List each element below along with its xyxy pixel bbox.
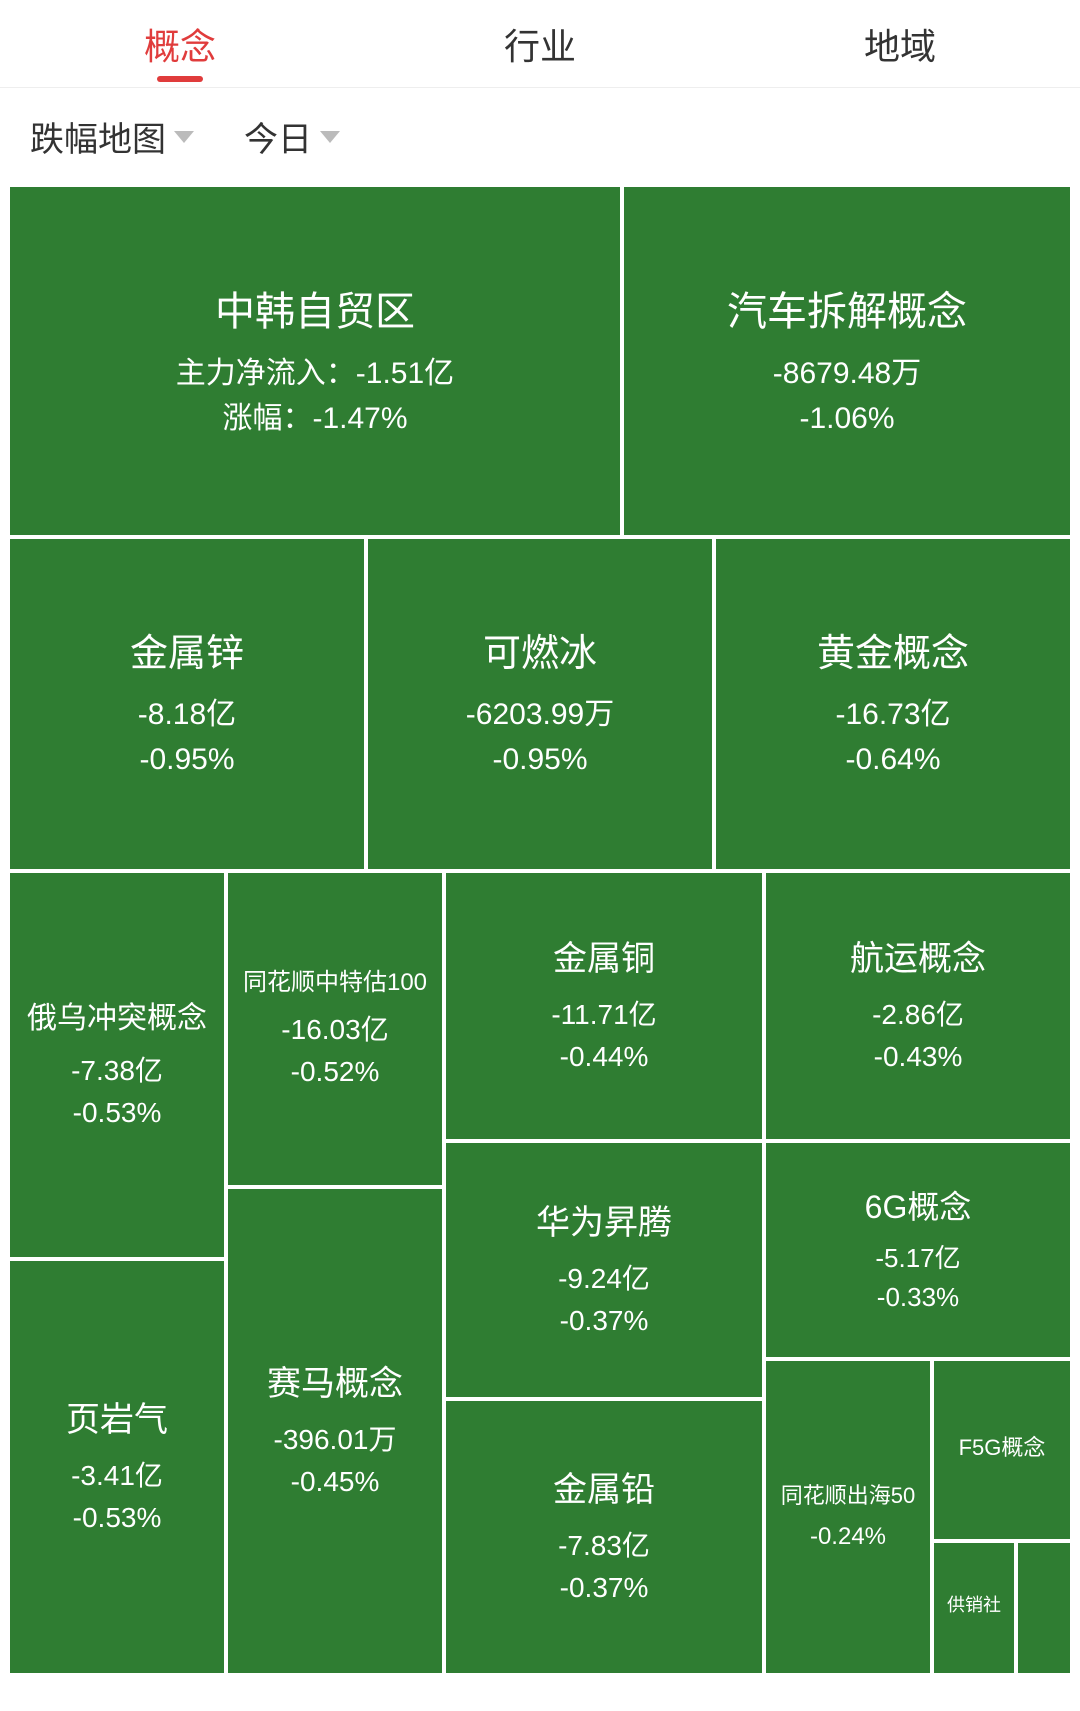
cell-title: 6G概念 (865, 1183, 972, 1231)
cell-title: 同花顺出海50 (781, 1479, 915, 1512)
cell-change-pct: -0.95% (492, 737, 587, 782)
tab-concept[interactable]: 概念 (134, 0, 226, 90)
map-type-label: 跌幅地图 (30, 112, 166, 161)
cell-title: 页岩气 (66, 1395, 168, 1446)
treemap-cell-6g[interactable]: 6G概念 -5.17亿-0.33% (764, 1141, 1072, 1359)
cell-inflow: 主力净流入：-1.51亿 (176, 351, 454, 396)
treemap-cell-ths-100[interactable]: 同花顺中特估100 -16.03亿-0.52% (226, 871, 444, 1187)
cell-inflow: -16.03亿 (281, 1009, 388, 1051)
cell-change-pct: 涨幅：-1.47% (222, 396, 407, 441)
cell-inflow: -9.24亿 (558, 1258, 650, 1300)
cell-change-pct: -0.95% (139, 737, 234, 782)
cell-change-pct: -0.53% (73, 1092, 162, 1134)
treemap-cell-copper[interactable]: 金属铜 -11.71亿-0.44% (444, 871, 764, 1141)
cell-title: 俄乌冲突概念 (27, 996, 207, 1041)
cell-inflow: -3.41亿 (71, 1455, 163, 1497)
treemap-cell-horse-racing[interactable]: 赛马概念 -396.01万-0.45% (226, 1187, 444, 1675)
cell-change-pct: -0.44% (560, 1036, 649, 1078)
cell-title: 金属锌 (130, 626, 244, 683)
treemap-cell-tiny-1[interactable] (1016, 1541, 1072, 1675)
cell-change-pct: -0.53% (73, 1497, 162, 1539)
cell-inflow: -2.86亿 (872, 994, 964, 1036)
cell-change-pct: -0.43% (874, 1036, 963, 1078)
cell-inflow: -6203.99万 (466, 692, 614, 737)
period-label: 今日 (244, 112, 312, 161)
tab-industry[interactable]: 行业 (494, 0, 586, 90)
map-type-dropdown[interactable]: 跌幅地图 (30, 112, 194, 161)
cell-title: 金属铅 (553, 1465, 655, 1516)
period-dropdown[interactable]: 今日 (244, 112, 340, 161)
cell-inflow: -8.18亿 (138, 692, 236, 737)
cell-change-pct: -1.06% (799, 396, 894, 441)
cell-title: 同花顺中特估100 (243, 965, 427, 1001)
treemap-chart: 中韩自贸区主力净流入：-1.51亿涨幅：-1.47% 汽车拆解概念 -8679.48… (8, 185, 1072, 1675)
treemap-cell-ths-overseas-50[interactable]: 同花顺出海50 -0.24% (764, 1359, 932, 1675)
cell-inflow: -5.17亿 (875, 1239, 960, 1278)
cell-title: 华为昇腾 (536, 1198, 672, 1249)
treemap-cell-cn-kr-fta[interactable]: 中韩自贸区主力净流入：-1.51亿涨幅：-1.47% (8, 185, 622, 537)
cell-title: 中韩自贸区 (215, 282, 415, 342)
cell-title: 可燃冰 (483, 626, 597, 683)
treemap-cell-lead[interactable]: 金属铅 -7.83亿-0.37% (444, 1399, 764, 1675)
treemap-cell-huawei-ascend[interactable]: 华为昇腾 -9.24亿-0.37% (444, 1141, 764, 1399)
cell-inflow: -7.38亿 (71, 1050, 163, 1092)
cell-inflow: -396.01万 (274, 1419, 397, 1461)
cell-inflow: -8679.48万 (773, 351, 921, 396)
cell-title: 汽车拆解概念 (727, 282, 967, 342)
tab-label: 行业 (504, 26, 576, 67)
treemap-cell-gold[interactable]: 黄金概念 -16.73亿-0.64% (714, 537, 1072, 871)
cell-title: 航运概念 (850, 934, 986, 985)
cell-inflow: -16.73亿 (835, 692, 950, 737)
filter-bar: 跌幅地图 今日 (0, 88, 1080, 185)
tab-label: 概念 (144, 26, 216, 67)
cell-title: 金属铜 (553, 934, 655, 985)
cell-title: 供销社 (947, 1592, 1001, 1619)
cell-change-pct: -0.33% (877, 1278, 959, 1317)
cell-change-pct: -0.37% (560, 1300, 649, 1342)
treemap-cell-supply-coop[interactable]: 供销社 (932, 1541, 1016, 1675)
chevron-down-icon (174, 131, 194, 143)
treemap-cell-auto-dismantle[interactable]: 汽车拆解概念 -8679.48万-1.06% (622, 185, 1072, 537)
tab-region[interactable]: 地域 (854, 0, 946, 90)
treemap-cell-shipping[interactable]: 航运概念 -2.86亿-0.43% (764, 871, 1072, 1141)
cell-title: 黄金概念 (817, 626, 969, 683)
treemap-cell-zinc[interactable]: 金属锌 -8.18亿-0.95% (8, 537, 366, 871)
treemap-cell-combustible-ice[interactable]: 可燃冰 -6203.99万-0.95% (366, 537, 714, 871)
category-tabs: 概念 行业 地域 (0, 0, 1080, 88)
treemap-cell-ru-ua-conflict[interactable]: 俄乌冲突概念 -7.38亿-0.53% (8, 871, 226, 1259)
cell-change-pct: -0.45% (291, 1461, 380, 1503)
cell-change-pct: -0.24% (810, 1519, 886, 1555)
cell-inflow: -11.71亿 (551, 994, 656, 1036)
cell-change-pct: -0.64% (845, 737, 940, 782)
treemap-cell-shale-gas[interactable]: 页岩气 -3.41亿-0.53% (8, 1259, 226, 1675)
chevron-down-icon (320, 131, 340, 143)
cell-change-pct: -0.37% (560, 1567, 649, 1609)
tab-label: 地域 (864, 26, 936, 67)
cell-title: F5G概念 (959, 1431, 1046, 1464)
treemap-cell-f5g[interactable]: F5G概念 (932, 1359, 1072, 1541)
cell-title: 赛马概念 (267, 1359, 403, 1410)
cell-inflow: -7.83亿 (558, 1525, 650, 1567)
cell-change-pct: -0.52% (291, 1051, 380, 1093)
